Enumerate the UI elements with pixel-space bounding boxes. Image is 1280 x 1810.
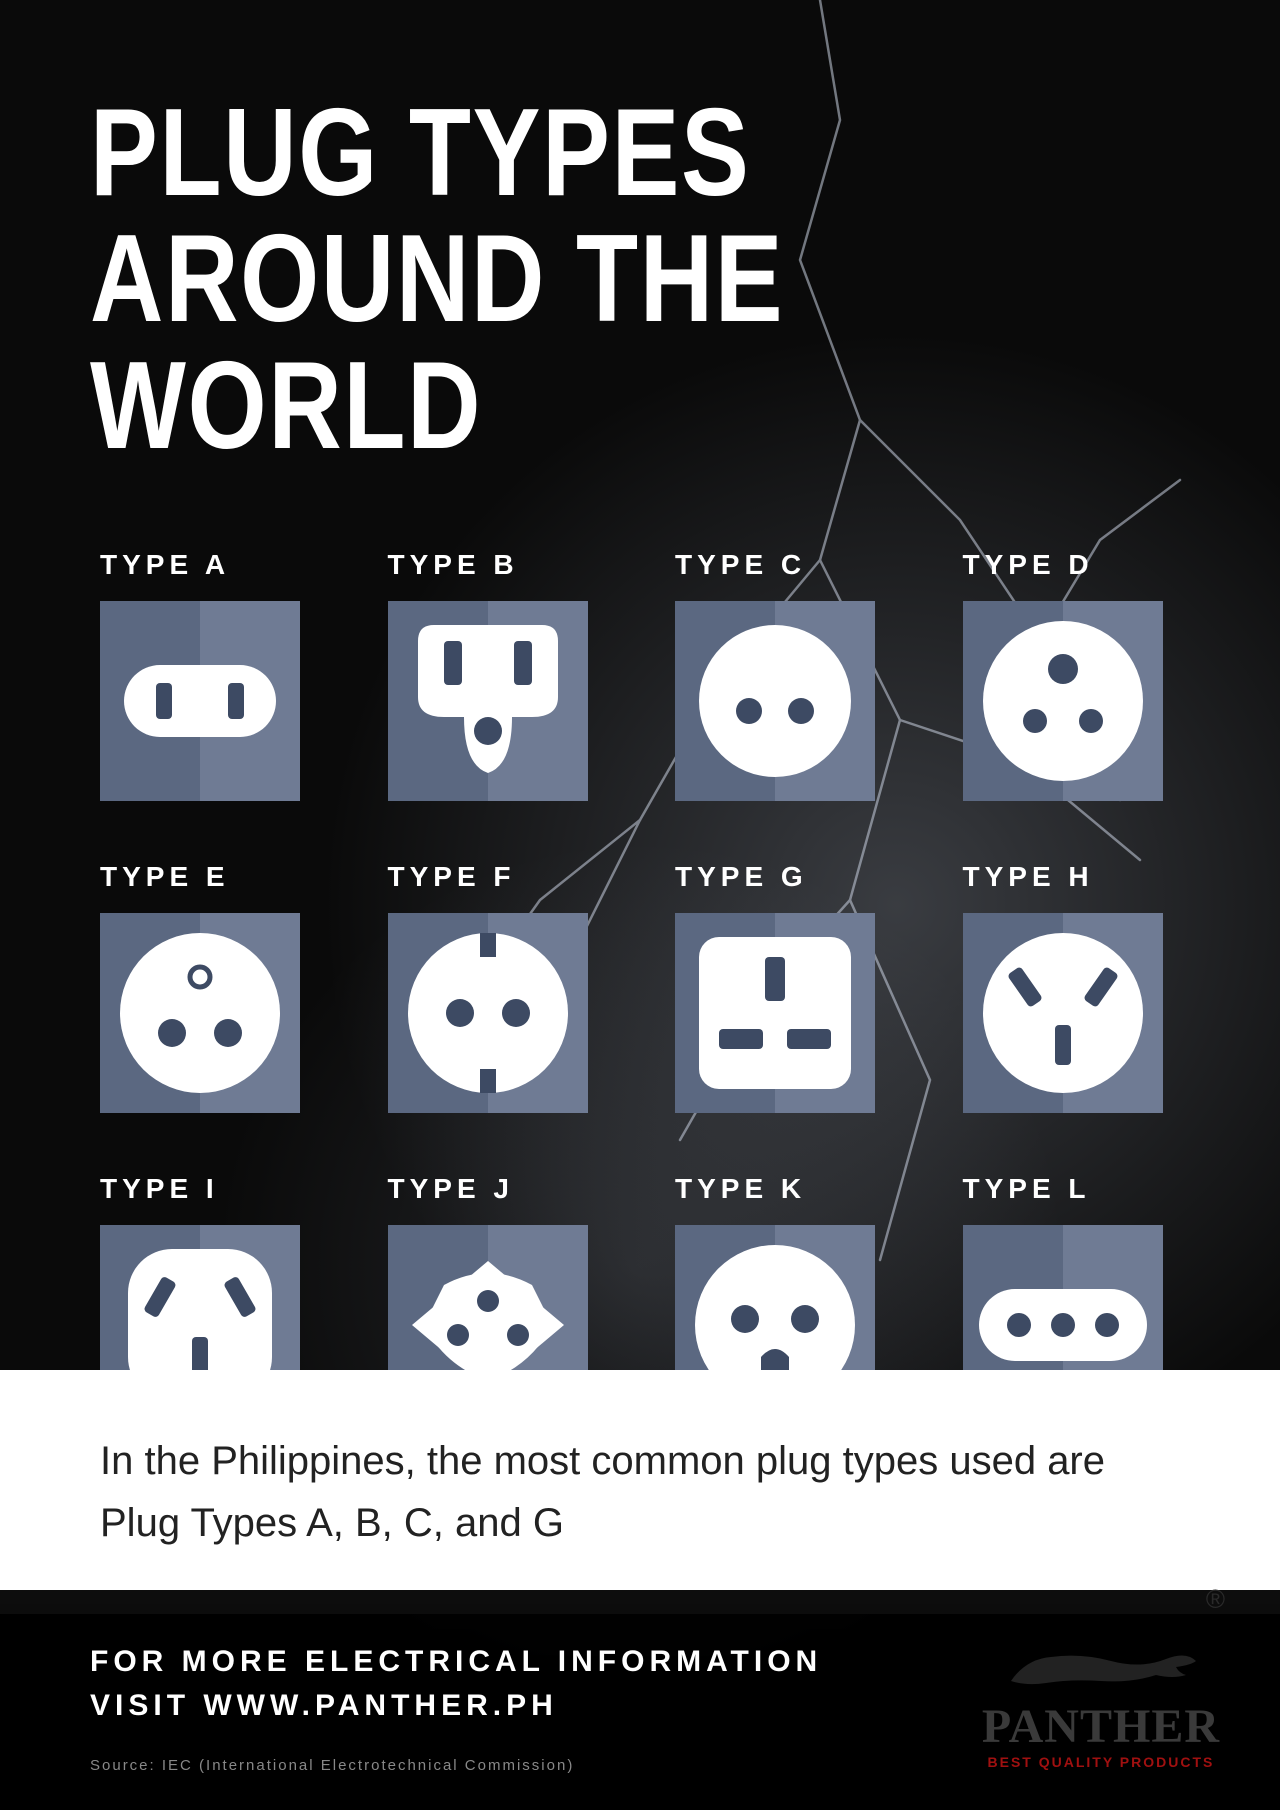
plug-d-icon	[963, 601, 1163, 801]
plug-f-icon	[388, 913, 588, 1113]
plug-e-icon	[100, 913, 300, 1113]
plug-label: TYPE L	[963, 1173, 1181, 1205]
plug-cell-b: TYPE B	[388, 549, 606, 801]
plug-b-icon	[388, 601, 588, 801]
footer-line-1: FOR MORE ELECTRICAL INFORMATION	[90, 1645, 822, 1678]
footer-line-2: VISIT WWW.PANTHER.PH	[90, 1689, 558, 1722]
brand-name: PANTHER	[982, 1699, 1220, 1754]
plug-label: TYPE I	[100, 1173, 318, 1205]
title-line-1: PLUG TYPES	[90, 84, 750, 222]
plug-grid: TYPE A TYPE B TYPE C TYPE D	[90, 549, 1190, 1425]
plug-label: TYPE K	[675, 1173, 893, 1205]
info-band: In the Philippines, the most common plug…	[0, 1370, 1280, 1614]
info-band-text: In the Philippines, the most common plug…	[100, 1430, 1180, 1554]
plug-cell-h: TYPE H	[963, 861, 1181, 1113]
plug-cell-a: TYPE A	[100, 549, 318, 801]
plug-g-icon	[675, 913, 875, 1113]
brand-logo: ® PANTHER BEST QUALITY PRODUCTS	[982, 1639, 1220, 1770]
plug-c-icon	[675, 601, 875, 801]
plug-cell-e: TYPE E	[100, 861, 318, 1113]
plug-label: TYPE B	[388, 549, 606, 581]
plug-cell-d: TYPE D	[963, 549, 1181, 801]
registered-mark: ®	[1206, 1584, 1225, 1615]
plug-label: TYPE F	[388, 861, 606, 893]
plug-label: TYPE C	[675, 549, 893, 581]
plug-label: TYPE J	[388, 1173, 606, 1205]
plug-label: TYPE E	[100, 861, 318, 893]
plug-cell-c: TYPE C	[675, 549, 893, 801]
plug-cell-f: TYPE F	[388, 861, 606, 1113]
panther-icon	[1001, 1639, 1201, 1694]
brand-tagline: BEST QUALITY PRODUCTS	[982, 1754, 1220, 1770]
plug-a-icon	[100, 601, 300, 801]
title-line-2: AROUND THE WORLD	[90, 210, 784, 474]
main-title: PLUG TYPES AROUND THE WORLD	[90, 90, 992, 469]
plug-label: TYPE A	[100, 549, 318, 581]
plug-label: TYPE D	[963, 549, 1181, 581]
plug-label: TYPE G	[675, 861, 893, 893]
plug-cell-g: TYPE G	[675, 861, 893, 1113]
plug-h-icon	[963, 913, 1163, 1113]
plug-label: TYPE H	[963, 861, 1181, 893]
